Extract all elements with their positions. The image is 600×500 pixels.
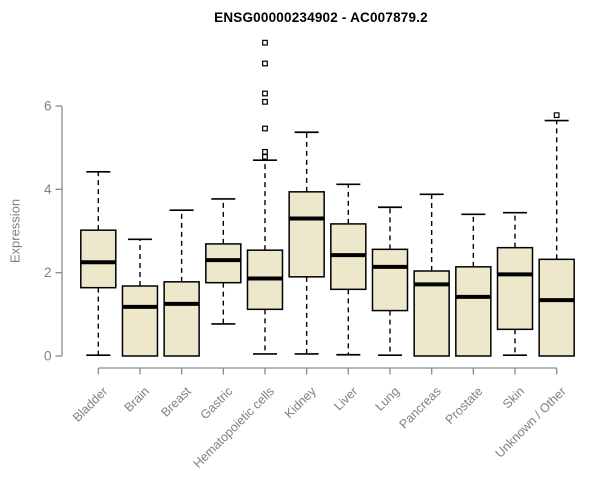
y-tick-label-0: 0 bbox=[44, 349, 52, 364]
outlier-hematopoietic-cells-1 bbox=[262, 148, 268, 155]
outlier-hematopoietic-cells-0 bbox=[262, 153, 268, 160]
box-prostate bbox=[455, 266, 492, 357]
box-lung bbox=[371, 248, 409, 312]
box-skin bbox=[496, 246, 534, 331]
x-tick-label-pancreas: Pancreas bbox=[397, 384, 444, 431]
x-tick-label-breast: Breast bbox=[158, 384, 194, 420]
box-brain bbox=[121, 285, 159, 357]
x-tick-label-skin: Skin bbox=[500, 384, 527, 411]
box-bladder bbox=[80, 229, 117, 289]
outlier-hematopoietic-cells-5 bbox=[262, 60, 268, 67]
box-breast bbox=[163, 281, 200, 357]
y-tick-label-6: 6 bbox=[44, 99, 52, 114]
outlier-hematopoietic-cells-6 bbox=[262, 39, 268, 46]
outlier-hematopoietic-cells-4 bbox=[262, 90, 268, 97]
x-tick-label-brain: Brain bbox=[122, 384, 153, 415]
outlier-hematopoietic-cells-3 bbox=[262, 98, 268, 105]
y-tick-label-4: 4 bbox=[44, 182, 52, 197]
outlier-unknown-other-0 bbox=[553, 112, 560, 119]
chart-title: ENSG00000234902 - AC007879.2 bbox=[214, 10, 428, 25]
x-tick-label-prostate: Prostate bbox=[443, 384, 486, 427]
x-tick-label-kidney: Kidney bbox=[282, 384, 319, 421]
box-gastric bbox=[205, 243, 242, 284]
y-tick-label-2: 2 bbox=[44, 265, 52, 280]
x-tick-label-unknown-other: Unknown / Other bbox=[493, 384, 569, 460]
x-tick-label-lung: Lung bbox=[373, 384, 403, 414]
outlier-hematopoietic-cells-2 bbox=[262, 125, 268, 132]
box-kidney bbox=[288, 191, 325, 278]
x-tick-label-bladder: Bladder bbox=[70, 384, 110, 424]
x-tick-label-gastric: Gastric bbox=[198, 384, 236, 422]
x-tick-label-hematopoietic-cells: Hematopoietic cells bbox=[191, 384, 278, 471]
box-unknown-other bbox=[538, 258, 575, 357]
x-tick-label-liver: Liver bbox=[331, 384, 360, 413]
